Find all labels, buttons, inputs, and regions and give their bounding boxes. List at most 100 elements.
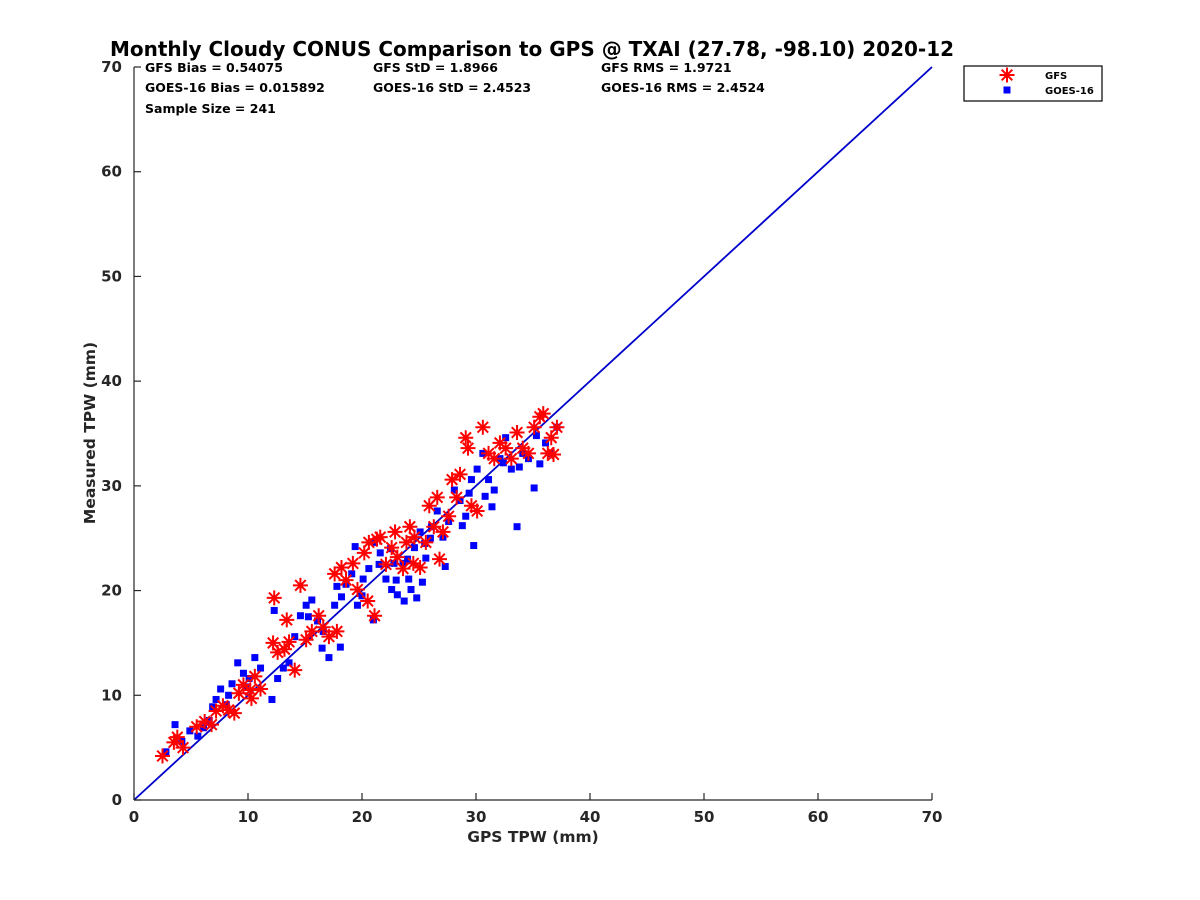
goes16-point [400,597,408,605]
goes16-point [222,701,230,709]
goes16-point [404,555,412,563]
gfs-point [266,590,282,606]
goes16-point [200,724,208,732]
gfs-point [226,705,242,721]
gfs-point [458,430,474,446]
goes16-point [318,644,326,652]
goes16-point [268,695,276,703]
gfs-point [421,498,437,514]
goes16-point [359,575,367,583]
gfs-point [395,561,411,577]
x-tick-label: 70 [922,808,943,826]
gfs-point [387,524,403,540]
goes16-point [502,434,510,442]
gfs-point [265,635,281,651]
goes16-point [499,459,507,467]
goes16-point [186,727,194,735]
goes16-point [351,543,359,551]
goes16-point [405,575,413,583]
legend-gfs-marker [999,67,1015,83]
gfs-point [298,632,314,648]
goes16-point [302,601,310,609]
goes16-point [490,486,498,494]
goes16-point [376,549,384,557]
goes16-point [542,439,550,447]
goes16-point [465,489,473,497]
goes16-point [515,463,523,471]
y-tick-label: 30 [101,477,122,495]
gfs-point [492,435,508,451]
goes16-point [393,591,401,599]
gfs-point [405,555,421,571]
gfs-point [329,623,345,639]
goes16-point [507,465,515,473]
y-tick-label: 40 [101,372,122,390]
legend-gfs-label: GFS [1045,71,1067,82]
goes16-point [337,593,345,601]
gfs-point [481,445,497,461]
gfs-point [418,534,434,550]
gfs-rms-text: GFS RMS = 1.9721 [601,60,732,75]
gfs-point [338,572,354,588]
goes16-point [217,685,225,693]
gfs-point [221,702,237,718]
gfs-series [155,406,565,764]
x-tick-label: 60 [808,808,829,826]
goes16-point [422,554,430,562]
gfs-point [372,529,388,545]
x-tick-label: 50 [694,808,715,826]
gfs-point [253,681,269,697]
gfs-point [449,489,465,505]
y-tick-label: 20 [101,582,122,600]
goes16-point [410,544,418,552]
gfs-point [155,748,170,764]
goes16-point [251,654,259,662]
x-ticks: 0 10 20 30 40 50 60 70 [129,793,943,826]
chart-title: Monthly Cloudy CONUS Comparison to GPS @… [110,37,954,61]
legend-goes16-symbol [1003,86,1011,94]
gfs-point [406,529,422,545]
goes16-std-text: GOES-16 StD = 2.4523 [373,80,531,95]
goes16-point [336,643,344,651]
goes16-point [481,492,489,500]
goes16-point [458,522,466,530]
legend-goes16-label: GOES-16 [1045,86,1094,97]
gfs-point [498,440,514,456]
y-axis-label: Measured TPW (mm) [81,342,99,524]
goes16-point [392,576,400,584]
gfs-point [460,440,476,456]
gfs-point [292,577,308,593]
goes16-point [333,582,341,590]
gfs-point [361,534,377,550]
goes16-point [353,601,361,609]
gfs-point [426,519,442,535]
goes16-point [407,586,415,594]
goes16-point [239,669,247,677]
goes16-point [314,617,322,625]
gfs-point [208,703,224,719]
gfs-point [549,419,565,435]
goes16-point [194,732,202,740]
gfs-point [327,566,343,582]
gfs-point [166,734,182,750]
goes16-point [225,691,233,699]
goes16-point [212,695,220,703]
gfs-point [535,406,551,422]
y-ticks: 0 10 20 30 40 50 60 70 [101,58,141,809]
gfs-point [432,551,448,567]
gfs-point [175,740,191,756]
gfs-point [333,560,349,576]
gfs-point [546,446,562,462]
goes16-point [382,575,390,583]
gfs-point [412,560,428,576]
x-axis-label: GPS TPW (mm) [467,828,599,846]
x-tick-label: 10 [238,808,259,826]
gfs-point [384,540,400,556]
gfs-point [321,629,337,645]
goes16-point [473,465,481,473]
gfs-point [215,698,231,714]
goes16-point [285,659,293,667]
goes16-point [234,659,242,667]
goes16-point [390,559,398,567]
